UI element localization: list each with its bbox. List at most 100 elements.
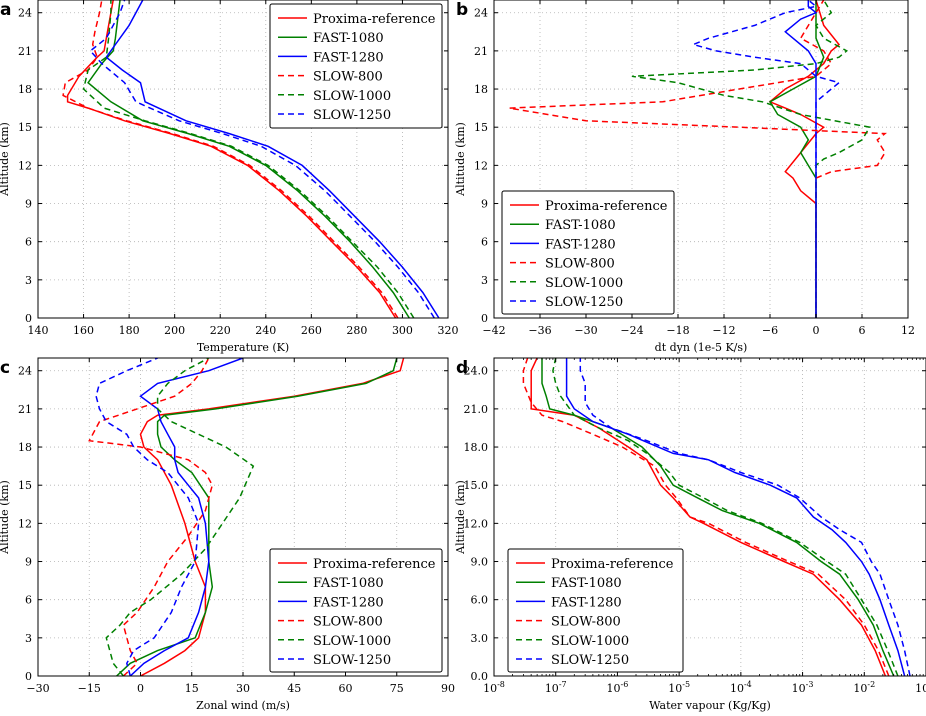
series-line-slow-800 — [522, 358, 890, 676]
y-axis-label: Altitude (km) — [0, 480, 11, 555]
legend: Proxima-reference FAST-1080 FAST-1280 SLOW-… — [507, 548, 684, 673]
panel-letter: b — [456, 0, 468, 20]
legend-box — [507, 548, 684, 673]
y-tick-label: 9 — [481, 198, 488, 211]
x-axis-label: dt dyn (1e-5 K/s) — [655, 341, 748, 354]
series-line-slow-1250 — [579, 358, 911, 676]
panel-a: a 140 160 180 200 220 240 260 280 300 320 0 3 6 9 12 15 1… — [0, 0, 459, 354]
y-tick-label: 9 — [25, 198, 32, 211]
x-tick-label: −15 — [78, 682, 101, 695]
y-tick-label: 6 — [25, 594, 32, 607]
legend-label: SLOW-1250 — [545, 295, 623, 310]
series-line-slow-1000 — [552, 358, 899, 676]
legend-label: Proxima-reference — [545, 199, 668, 214]
series-line-slow-1000 — [105, 358, 255, 676]
y-tick-label: 12 — [18, 159, 32, 172]
x-tick-label: −24 — [620, 324, 643, 337]
panel-letter: c — [0, 358, 10, 378]
legend-label: FAST-1080 — [551, 576, 622, 591]
y-tick-label: 18 — [474, 83, 488, 96]
series-line-proxima-reference — [530, 358, 887, 676]
x-tick-label: 0 — [813, 324, 820, 337]
panel-letter: a — [0, 0, 11, 20]
series-line-proxima-reference — [66, 0, 397, 318]
y-tick-label: 0.0 — [471, 670, 489, 683]
legend: Proxima-reference FAST-1080 FAST-1280 SLOW-… — [269, 548, 443, 673]
y-tick-label: 3.0 — [471, 632, 489, 645]
series-line-fast-1280 — [565, 358, 906, 676]
x-tick-label: 0 — [137, 682, 144, 695]
series-line-slow-800 — [62, 0, 399, 318]
legend-box — [269, 3, 443, 129]
y-tick-label: 6.0 — [471, 594, 489, 607]
series-group — [62, 0, 440, 318]
y-tick-label: 12 — [18, 517, 32, 530]
plot-frame — [493, 0, 909, 319]
x-tick-label: 160 — [73, 324, 94, 337]
y-tick-label: 18 — [18, 441, 32, 454]
series-line-fast-1080 — [768, 0, 825, 318]
x-tick-label: 10-2 — [853, 680, 875, 695]
x-tick-label: 240 — [255, 324, 276, 337]
series-line-slow-1250 — [95, 358, 200, 676]
series-line-fast-1280 — [784, 0, 818, 318]
y-axis-label: Altitude (km) — [0, 122, 11, 197]
y-tick-label: 18 — [18, 83, 32, 96]
x-tick-label: −12 — [712, 324, 735, 337]
legend-box — [501, 190, 675, 315]
series-line-slow-1250 — [89, 0, 435, 318]
x-tick-label: 10-7 — [545, 680, 567, 695]
legend-label: SLOW-800 — [313, 70, 383, 85]
y-tick-label: 15 — [18, 121, 32, 134]
x-tick-label: 90 — [441, 682, 455, 695]
x-tick-label: 30 — [236, 682, 250, 695]
y-tick-label: 24 — [18, 365, 32, 378]
x-tick-label: 6 — [859, 324, 866, 337]
legend-label: SLOW-1250 — [313, 108, 391, 123]
y-tick-label: 3 — [25, 274, 32, 287]
y-tick-label: 15.0 — [464, 479, 489, 492]
y-tick-label: 24 — [474, 7, 488, 20]
legend-label: SLOW-800 — [545, 257, 615, 272]
y-tick-label: 6 — [481, 236, 488, 249]
y-tick-label: 15 — [474, 121, 488, 134]
x-tick-label: 10-8 — [483, 680, 505, 695]
panel-letter: d — [456, 358, 468, 378]
series-line-fast-1280 — [105, 0, 440, 318]
x-tick-label: 140 — [28, 324, 49, 337]
series-line-fast-1280 — [129, 358, 244, 676]
series-line-slow-800 — [88, 358, 214, 676]
panel-c: c −30 −15 0 15 30 45 60 75 90 0 3 6 9 12 15 18 21 24 Zonal … — [0, 357, 455, 712]
y-tick-label: 0 — [25, 670, 32, 683]
y-tick-label: 3 — [25, 632, 32, 645]
x-tick-label: 200 — [164, 324, 185, 337]
y-axis-label: Altitude (km) — [454, 122, 467, 197]
legend-label: SLOW-1000 — [313, 89, 391, 104]
legend-label: FAST-1280 — [313, 50, 384, 65]
legend: Proxima-reference FAST-1080 FAST-1280 SLOW-… — [269, 3, 443, 129]
legend-label: FAST-1080 — [313, 31, 384, 46]
x-tick-label: −42 — [482, 324, 505, 337]
plot-frame — [493, 357, 926, 677]
x-tick-label: 45 — [287, 682, 301, 695]
x-tick-label: 220 — [210, 324, 231, 337]
y-axis-label: Altitude (km) — [454, 480, 467, 555]
x-tick-label: −30 — [26, 682, 49, 695]
legend-label: SLOW-1000 — [551, 634, 629, 649]
legend: Proxima-reference FAST-1080 FAST-1280 SLOW-… — [501, 190, 675, 315]
y-tick-label: 3 — [481, 274, 488, 287]
y-tick-label: 0 — [25, 312, 32, 325]
x-tick-label: −6 — [762, 324, 778, 337]
legend-box — [269, 548, 443, 673]
x-tick-label: 180 — [119, 324, 140, 337]
y-tick-label: 9 — [25, 556, 32, 569]
legend-label: SLOW-800 — [313, 615, 383, 630]
y-tick-label: 0 — [481, 312, 488, 325]
x-tick-label: 75 — [390, 682, 404, 695]
series-group — [522, 358, 911, 676]
panel-d: d 10-8 10-7 10-6 10-5 10-4 10-3 10-2 10-1 0.0 3.0 6… — [454, 357, 926, 712]
x-tick-label: 320 — [438, 324, 459, 337]
legend-label: SLOW-1000 — [313, 634, 391, 649]
y-tick-label: 18.0 — [464, 441, 489, 454]
x-axis-label: Zonal wind (m/s) — [196, 699, 290, 712]
